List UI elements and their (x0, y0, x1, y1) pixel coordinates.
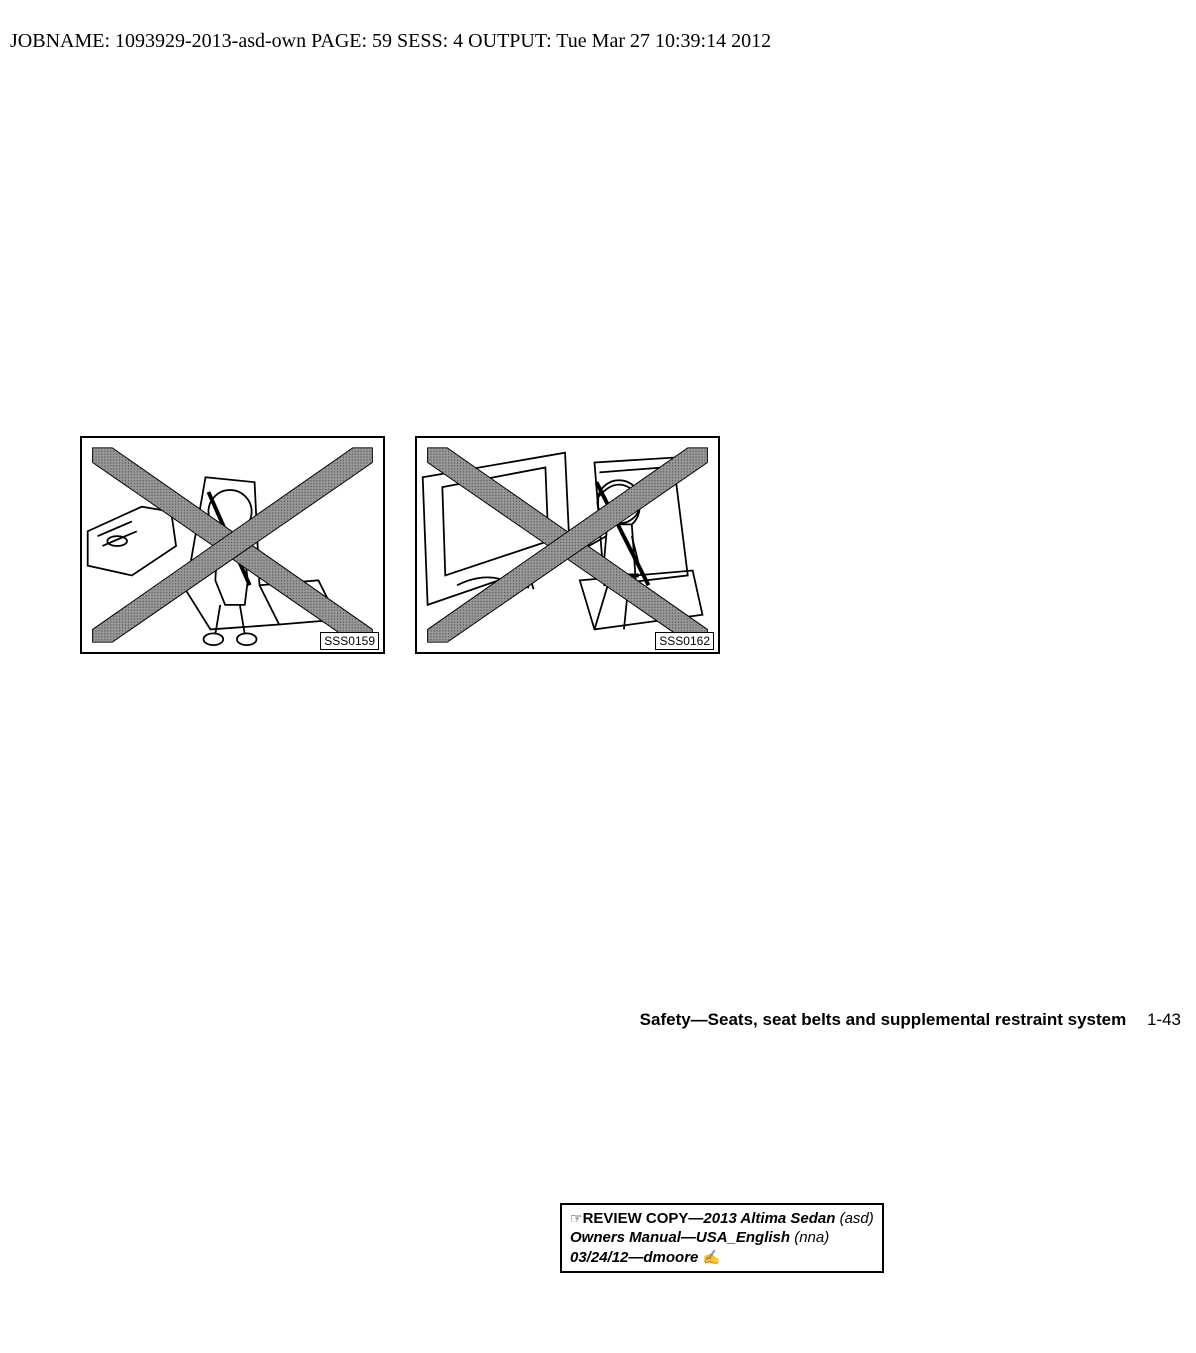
review-label: REVIEW COPY— (583, 1210, 704, 1227)
figures-row: SSS0159 (80, 436, 720, 654)
review-line-1: ☞ REVIEW COPY—2013 Altima Sedan (asd) (570, 1209, 874, 1229)
figure-right-label: SSS0162 (655, 632, 714, 650)
section-footer: Safety—Seats, seat belts and supplementa… (640, 1010, 1181, 1030)
illustration-child-rear-seat (417, 438, 718, 652)
review-copy-box: ☞ REVIEW COPY—2013 Altima Sedan (asd) Ow… (560, 1203, 884, 1274)
pointing-hand-icon: ☞ (570, 1209, 583, 1227)
review-code-1: (asd) (840, 1210, 874, 1227)
job-header: JOBNAME: 1093929-2013-asd-own PAGE: 59 S… (10, 30, 771, 53)
review-line-3: 03/24/12—dmoore ✍ (570, 1248, 874, 1268)
writing-hand-icon: ✍ (703, 1248, 720, 1266)
illustration-child-front-seat (82, 438, 383, 652)
figure-left-label: SSS0159 (320, 632, 379, 650)
review-code-2: (nna) (794, 1229, 829, 1246)
review-date-author: 03/24/12—dmoore (570, 1249, 703, 1266)
review-model: 2013 Altima Sedan (703, 1210, 839, 1227)
review-line-2: Owners Manual—USA_English (nna) (570, 1228, 874, 1248)
review-manual: Owners Manual—USA_English (570, 1229, 794, 1246)
figure-right: SSS0162 (415, 436, 720, 654)
figure-left: SSS0159 (80, 436, 385, 654)
section-title: Safety—Seats, seat belts and supplementa… (640, 1010, 1127, 1029)
page-number: 1-43 (1147, 1010, 1181, 1029)
